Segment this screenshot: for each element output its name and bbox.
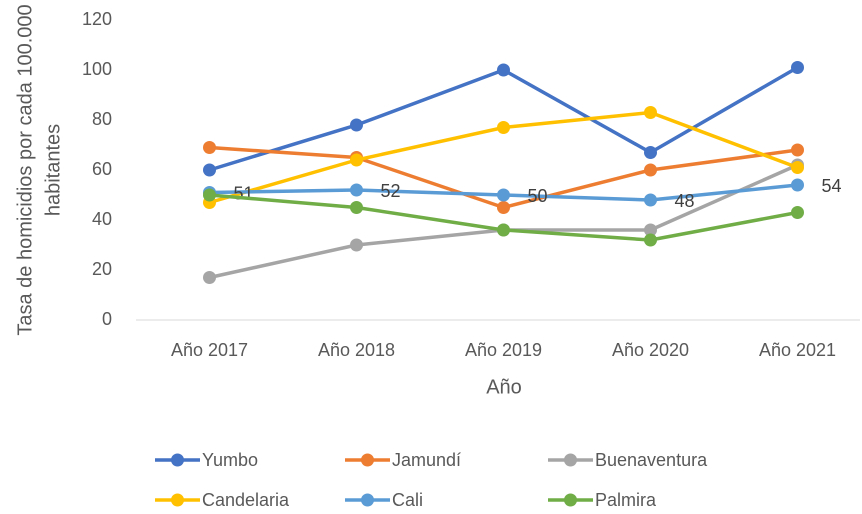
series	[203, 141, 804, 214]
marker	[497, 63, 510, 77]
x-axis-label: Año	[486, 376, 522, 398]
marker	[644, 163, 657, 177]
legend-marker	[171, 493, 184, 507]
legend-label: Jamundí	[392, 450, 461, 470]
series	[203, 106, 804, 209]
legend-label: Palmira	[595, 490, 657, 510]
y-axis-label: Tasa de homicidios por cada 100.000 habi…	[14, 4, 64, 335]
marker	[350, 201, 363, 214]
x-tick-label: Año 2018	[318, 340, 395, 360]
marker	[791, 161, 804, 174]
marker	[791, 178, 804, 192]
marker	[497, 201, 510, 214]
marker	[497, 121, 510, 134]
marker	[644, 223, 657, 237]
y-axis-label-line: Tasa de homicidios por cada 100.000	[14, 4, 36, 335]
marker	[644, 106, 657, 119]
marker	[203, 188, 216, 202]
marker	[791, 206, 804, 219]
data-label: 51	[234, 183, 254, 203]
x-tick-label: Año 2020	[612, 340, 689, 360]
y-axis-label-line: habitantes	[42, 124, 64, 216]
legend-label: Yumbo	[202, 450, 258, 470]
series	[203, 188, 804, 247]
y-tick-label: 100	[82, 59, 112, 79]
marker	[350, 238, 363, 252]
data-label: 52	[381, 181, 401, 201]
marker	[350, 183, 363, 197]
y-tick-label: 0	[102, 309, 112, 329]
data-label: 48	[675, 191, 695, 211]
legend-marker	[564, 453, 577, 467]
marker	[644, 193, 657, 207]
marker	[203, 141, 216, 154]
series	[203, 61, 804, 177]
marker	[497, 188, 510, 202]
y-tick-label: 120	[82, 9, 112, 29]
x-tick-label: Año 2019	[465, 340, 542, 360]
marker	[350, 153, 363, 167]
marker	[203, 163, 216, 177]
legend-marker	[361, 453, 374, 467]
line	[209, 163, 799, 280]
marker	[644, 146, 657, 159]
legend-label: Cali	[392, 490, 423, 510]
legend-label: Buenaventura	[595, 450, 708, 470]
legend-marker	[564, 493, 577, 507]
y-tick-label: 40	[92, 209, 112, 229]
x-tick-label: Año 2017	[171, 340, 248, 360]
series: 51 52 50 48 54	[203, 176, 842, 211]
marker	[791, 61, 804, 74]
legend-marker	[361, 493, 374, 507]
x-tick-label: Año 2021	[759, 340, 836, 360]
marker	[497, 223, 510, 237]
marker	[203, 271, 216, 284]
y-tick-label: 20	[92, 259, 112, 279]
data-label: 54	[822, 176, 842, 196]
legend-marker	[171, 453, 184, 467]
marker	[791, 143, 804, 157]
marker	[644, 233, 657, 247]
data-label: 50	[528, 186, 548, 206]
y-tick-label: 60	[92, 159, 112, 179]
marker	[350, 118, 363, 132]
y-tick-label: 80	[92, 109, 112, 129]
legend-label: Candelaria	[202, 490, 290, 510]
